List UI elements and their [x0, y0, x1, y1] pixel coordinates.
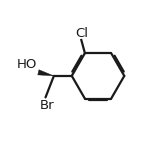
- Text: Br: Br: [39, 99, 54, 112]
- Text: HO: HO: [17, 58, 37, 71]
- Polygon shape: [38, 70, 54, 76]
- Text: Cl: Cl: [75, 27, 88, 40]
